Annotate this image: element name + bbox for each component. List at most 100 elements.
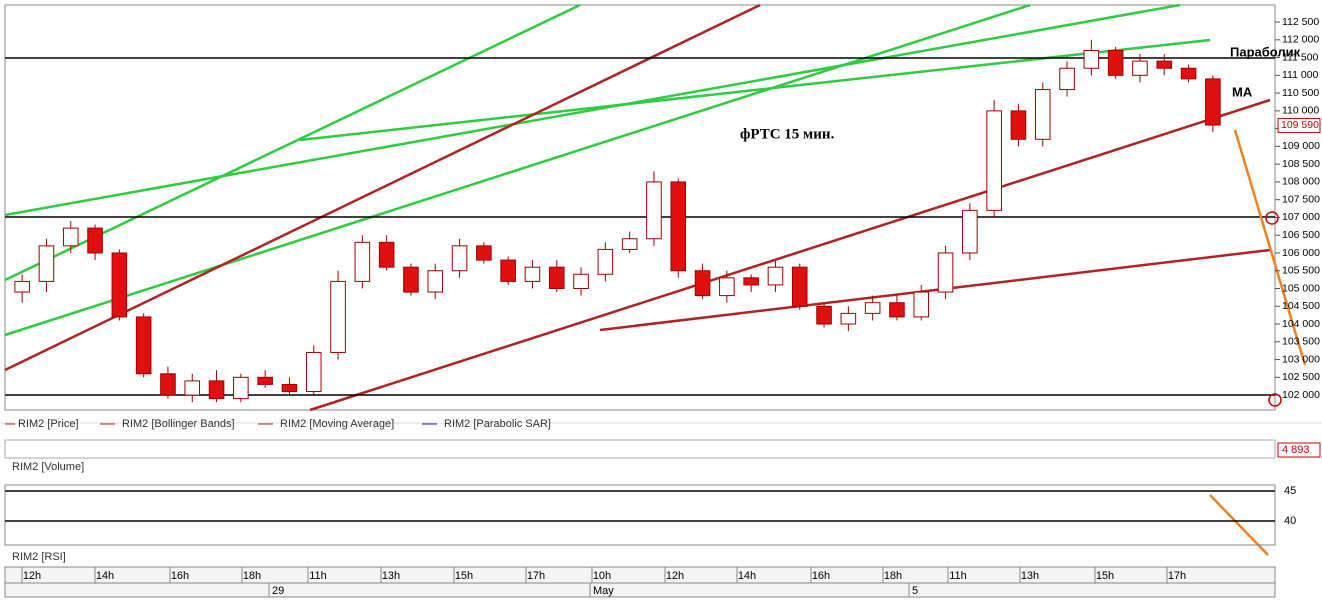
candle-body — [573, 273, 589, 289]
annotation: МА — [1232, 84, 1253, 99]
x-tick-label: 16h — [171, 570, 189, 582]
candle-body — [184, 380, 201, 396]
candle-body — [621, 238, 638, 250]
y-tick-label: 102 000 — [1282, 389, 1320, 401]
y-tick-label: 108 500 — [1282, 158, 1320, 170]
chart-title: фРТС 15 мин. — [740, 126, 835, 142]
candle-body — [767, 266, 784, 286]
day-label: May — [593, 585, 614, 597]
x-tick-label: 13h — [382, 570, 400, 582]
x-tick-label: 14h — [96, 570, 114, 582]
candle-body — [160, 373, 176, 396]
x-tick-label: 15h — [455, 570, 473, 582]
candle-body — [1010, 110, 1027, 140]
x-tick-label: 13h — [1021, 570, 1039, 582]
volume-last: 4 893 — [1282, 444, 1310, 456]
candle-body — [281, 383, 298, 393]
candle-body — [403, 266, 419, 293]
candle-body — [233, 376, 249, 400]
candle-body — [913, 291, 930, 318]
y-tick-label: 107 500 — [1282, 193, 1320, 205]
candle-body — [451, 245, 468, 272]
day-label: 5 — [912, 585, 918, 597]
x-tick-label: 18h — [243, 570, 261, 582]
candle-body — [1205, 78, 1221, 126]
candle-body — [208, 380, 225, 400]
x-tick-label: 12h — [666, 570, 684, 582]
candle-body — [937, 252, 954, 293]
rsi-panel — [4, 484, 1276, 546]
x-tick-label: 11h — [949, 570, 967, 582]
candle-body — [14, 280, 30, 293]
volume-panel — [4, 439, 1276, 459]
y-tick-label: 106 500 — [1282, 229, 1320, 241]
candle-body — [548, 266, 565, 289]
candle-body — [864, 302, 881, 314]
legend-item: RIM2 [Moving Average] — [280, 418, 394, 430]
volume-last-box — [1277, 442, 1321, 458]
y-tick-label: 106 000 — [1282, 247, 1320, 259]
candle-body — [354, 241, 371, 282]
x-tick-label: 11h — [309, 570, 327, 582]
trend-lines — [4, 3, 1307, 556]
y-tick-label: 105 500 — [1282, 265, 1320, 277]
candle-body — [1132, 60, 1148, 76]
legend-item: RIM2 [RSI] — [12, 551, 66, 563]
day-label: 29 — [272, 585, 284, 597]
y-tick-label: 111 500 — [1282, 51, 1319, 63]
candle-body — [816, 305, 832, 325]
rsi-tick-label: 45 — [1284, 485, 1296, 497]
y-tick-label: 102 500 — [1282, 371, 1320, 383]
y-tick-label: 108 000 — [1282, 176, 1320, 188]
y-tick-label: 110 500 — [1282, 87, 1319, 99]
candle-body — [1180, 67, 1197, 80]
candle-body — [330, 280, 346, 353]
y-tick-label: 103 000 — [1282, 353, 1320, 365]
x-tick-label: 15h — [1096, 570, 1114, 582]
y-tick-label: 104 000 — [1282, 318, 1320, 330]
x-tick-label: 10h — [593, 570, 611, 582]
y-tick-label: 111 000 — [1282, 69, 1319, 81]
candle-body — [1034, 89, 1051, 140]
price-panel — [4, 4, 1276, 411]
y-tick-label: 103 500 — [1282, 336, 1320, 348]
legend-item: RIM2 [Parabolic SAR] — [444, 418, 551, 430]
y-tick-label: 105 000 — [1282, 282, 1320, 294]
candle-body — [1107, 49, 1124, 76]
candle-body — [1156, 60, 1173, 69]
x-tick-label: 12h — [23, 570, 41, 582]
candle-body — [87, 227, 103, 254]
candle-body — [1083, 49, 1100, 69]
legend-item: RIM2 [Price] — [18, 418, 79, 430]
x-tick-label: 14h — [738, 570, 756, 582]
candle-body — [840, 312, 857, 325]
y-tick-label: 112 000 — [1282, 34, 1319, 46]
candle-body — [719, 277, 735, 297]
candle-body — [476, 245, 492, 261]
candle-body — [986, 110, 1002, 211]
y-tick-label: 107 000 — [1282, 211, 1320, 223]
y-tick-label: 109 000 — [1282, 140, 1320, 152]
x-tick-label: 16h — [812, 570, 830, 582]
candle-body — [524, 266, 541, 282]
last-price-box — [1277, 117, 1321, 133]
y-tick-label: 112 500 — [1282, 16, 1319, 28]
candle-body — [378, 241, 395, 268]
legend-item: RIM2 [Bollinger Bands] — [122, 418, 235, 430]
candle-body — [646, 181, 662, 240]
annotation: Параболик — [1230, 44, 1301, 59]
candle-body — [597, 248, 614, 275]
candle-body — [38, 245, 55, 282]
candle-body — [791, 266, 808, 307]
candle-body — [889, 302, 905, 318]
candle-body — [962, 209, 978, 254]
candle-body — [743, 277, 759, 286]
legend-item: RIM2 [Volume] — [12, 461, 84, 473]
candle-body — [257, 376, 273, 385]
y-tick-label: 110 000 — [1282, 105, 1319, 117]
candle-body — [1059, 67, 1075, 91]
candle-body — [305, 351, 322, 393]
candle-body — [111, 252, 128, 318]
